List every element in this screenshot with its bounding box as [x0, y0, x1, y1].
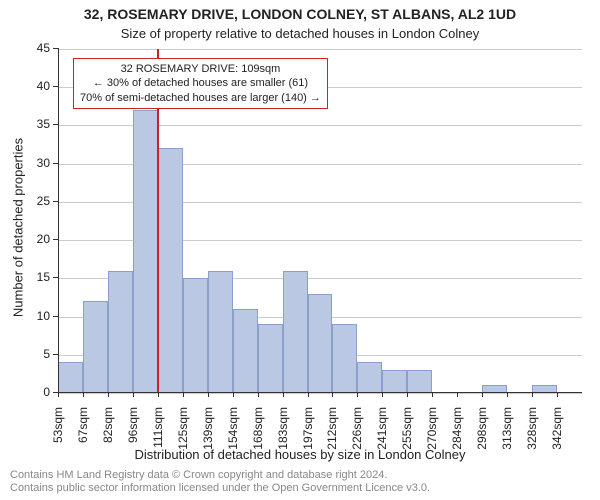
- chart-subtitle: Size of property relative to detached ho…: [0, 26, 600, 41]
- annotation-line1: 32 ROSEMARY DRIVE: 109sqm: [80, 62, 321, 76]
- histogram-bar: [308, 294, 333, 393]
- y-tick-label: 10: [28, 309, 50, 323]
- x-tick-label: 298sqm: [475, 407, 489, 455]
- x-tick-label: 284sqm: [450, 407, 464, 455]
- y-tick-label: 40: [28, 79, 50, 93]
- gridline: [58, 393, 582, 394]
- attribution-line1: Contains HM Land Registry data © Crown c…: [10, 469, 430, 483]
- x-tick-label: 111sqm: [151, 407, 165, 455]
- x-tick-label: 270sqm: [425, 407, 439, 455]
- histogram-bar: [108, 271, 133, 393]
- x-tick-label: 125sqm: [176, 407, 190, 455]
- x-tick-label: 255sqm: [400, 407, 414, 455]
- histogram-bar: [83, 301, 108, 393]
- x-tick-label: 212sqm: [325, 407, 339, 455]
- x-tick-label: 96sqm: [126, 407, 140, 455]
- y-tick-label: 20: [28, 232, 50, 246]
- histogram-bar: [183, 278, 208, 393]
- histogram-bar: [258, 324, 283, 393]
- x-tick-label: 168sqm: [251, 407, 265, 455]
- histogram-bar: [58, 362, 83, 393]
- x-tick-label: 139sqm: [201, 407, 215, 455]
- x-tick-label: 241sqm: [375, 407, 389, 455]
- x-tick-label: 342sqm: [550, 407, 564, 455]
- y-tick-label: 45: [28, 41, 50, 55]
- attribution-line2: Contains public sector information licen…: [10, 482, 430, 496]
- histogram-bar: [283, 271, 308, 393]
- x-tick-label: 183sqm: [276, 407, 290, 455]
- histogram-bar: [233, 309, 258, 393]
- y-tick-label: 5: [28, 347, 50, 361]
- y-tick-label: 30: [28, 156, 50, 170]
- x-tick-label: 82sqm: [101, 407, 115, 455]
- chart-container: 32, ROSEMARY DRIVE, LONDON COLNEY, ST AL…: [0, 0, 600, 500]
- y-tick-label: 0: [28, 385, 50, 399]
- histogram-bar: [332, 324, 357, 393]
- histogram-bar: [133, 110, 158, 393]
- y-tick-label: 25: [28, 194, 50, 208]
- histogram-bar: [407, 370, 432, 393]
- x-tick-label: 226sqm: [350, 407, 364, 455]
- histogram-bar: [357, 362, 382, 393]
- y-tick-label: 35: [28, 117, 50, 131]
- histogram-bar: [208, 271, 233, 393]
- histogram-bar: [382, 370, 407, 393]
- histogram-bar: [158, 148, 183, 393]
- annotation-line2: ← 30% of detached houses are smaller (61…: [80, 76, 321, 90]
- x-axis-line: [58, 392, 582, 393]
- x-tick-label: 67sqm: [76, 407, 90, 455]
- y-tick-label: 15: [28, 270, 50, 284]
- attribution-text: Contains HM Land Registry data © Crown c…: [10, 469, 430, 497]
- chart-title: 32, ROSEMARY DRIVE, LONDON COLNEY, ST AL…: [0, 6, 600, 22]
- x-tick-label: 197sqm: [301, 407, 315, 455]
- x-tick-label: 328sqm: [525, 407, 539, 455]
- x-tick-label: 154sqm: [226, 407, 240, 455]
- gridline: [58, 49, 582, 50]
- x-tick-label: 313sqm: [500, 407, 514, 455]
- annotation-line3: 70% of semi-detached houses are larger (…: [80, 91, 321, 105]
- y-axis-line: [58, 48, 59, 392]
- y-axis-label: Number of detached properties: [11, 138, 26, 317]
- annotation-box: 32 ROSEMARY DRIVE: 109sqm← 30% of detach…: [73, 58, 328, 109]
- x-tick-label: 53sqm: [51, 407, 65, 455]
